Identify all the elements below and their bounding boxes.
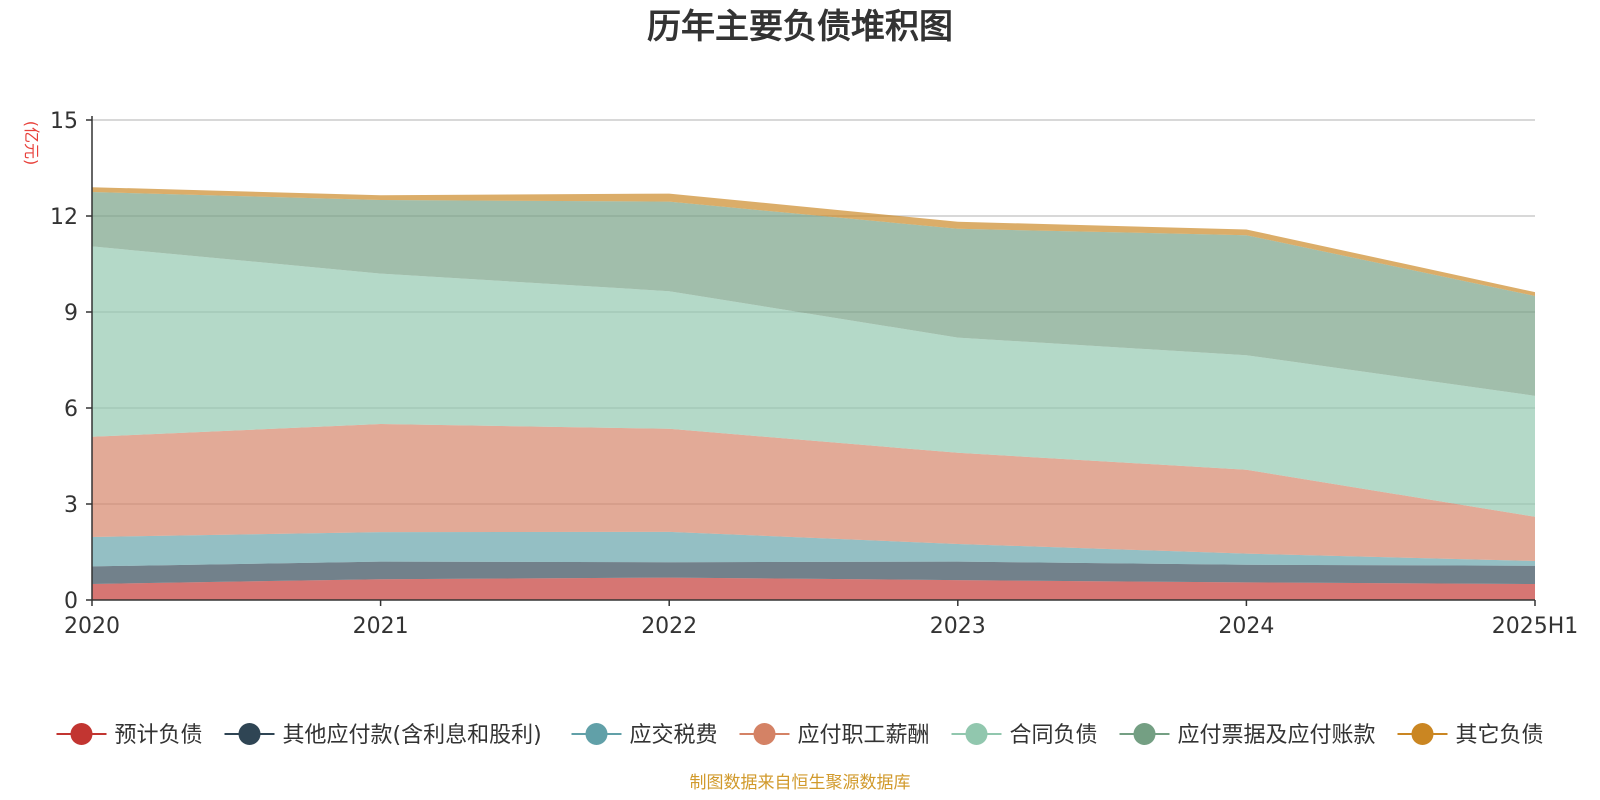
legend-label: 预计负债 [115, 723, 203, 748]
area-series-1 [92, 577, 1535, 600]
legend-label: 应付职工薪酬 [798, 723, 930, 748]
x-tick-label: 2022 [641, 614, 697, 639]
legend-label: 合同负债 [1010, 723, 1098, 748]
legend-item-5[interactable]: 合同负债 [951, 723, 1098, 748]
area-series-5 [92, 246, 1535, 517]
x-tick-label: 2020 [64, 614, 120, 639]
legend-item-2[interactable]: 其他应付款(含利息和股利) [224, 723, 542, 748]
legend-dot-marker [70, 723, 93, 745]
y-tick-label: 6 [64, 397, 78, 422]
chart-title: 历年主要负债堆积图 [647, 7, 953, 47]
legend-label: 应付票据及应付账款 [1178, 723, 1376, 748]
x-tick-label: 2025H1 [1492, 614, 1579, 639]
legend-dot-marker [1133, 723, 1156, 745]
legend-label: 应交税费 [630, 723, 718, 748]
legend-dot-marker [753, 723, 776, 745]
legend-item-4[interactable]: 应付职工薪酬 [739, 723, 930, 748]
area-layer [92, 187, 1535, 600]
data-source-note: 制图数据来自恒生聚源数据库 [690, 773, 911, 793]
legend-item-6[interactable]: 应付票据及应付账款 [1119, 723, 1376, 748]
y-tick-label: 12 [50, 205, 78, 230]
y-tick-label: 15 [50, 109, 78, 134]
x-tick-label: 2021 [353, 614, 409, 639]
x-tick-label: 2023 [930, 614, 986, 639]
y-tick-label: 9 [64, 301, 78, 326]
axis-layer: 0 3 6 9 12 15 2020 2021 2022 2023 2024 2025H1 [50, 109, 1578, 639]
area-series-3 [92, 531, 1535, 567]
y-axis-unit-label: (亿元) [22, 121, 41, 166]
legend-dot-marker [1411, 723, 1434, 745]
y-tick-label: 0 [64, 589, 78, 614]
legend-label: 其它负债 [1456, 723, 1544, 748]
legend-dot-marker [965, 723, 988, 745]
area-series-6 [92, 192, 1535, 396]
legend-dot-marker [238, 723, 261, 745]
area-series-7 [92, 187, 1535, 296]
area-series-2 [92, 561, 1535, 584]
x-tick-label: 2024 [1218, 614, 1274, 639]
y-tick-label: 3 [64, 493, 78, 518]
legend-label: 其他应付款(含利息和股利) [283, 723, 542, 748]
legend-item-3[interactable]: 应交税费 [571, 723, 718, 748]
legend-item-7[interactable]: 其它负债 [1397, 723, 1544, 748]
legend-item-1[interactable]: 预计负债 [56, 723, 203, 748]
area-series-4 [92, 424, 1535, 561]
legend-dot-marker [585, 723, 608, 745]
legend: 预计负债 其他应付款(含利息和股利) 应交税费 应付职工薪酬 合同负债 应付票据及应付账款… [56, 723, 1544, 748]
